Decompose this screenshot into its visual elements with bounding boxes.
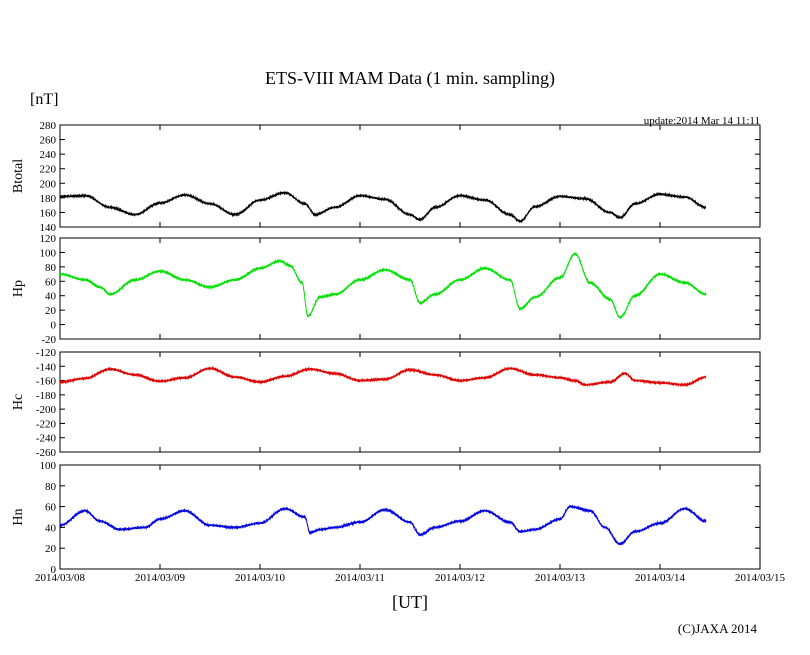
chart-title: ETS-VIII MAM Data (1 min. sampling) [265,68,555,89]
y-tick-label: 220 [40,164,57,176]
y-tick-label: -240 [36,433,57,445]
y-tick-label: 140 [40,222,57,234]
y-tick-label: 240 [40,149,57,161]
x-tick-label: 2014/03/09 [135,572,186,584]
y-tick-label: -200 [36,404,57,416]
y-tick-label: 0 [51,564,57,576]
y-tick-label: 40 [45,291,57,303]
x-tick-label: 2014/03/11 [335,572,385,584]
y-tick-label: 100 [40,460,57,472]
y-tick-label: 260 [40,135,57,147]
x-tick-label: 2014/03/14 [635,572,686,584]
y-tick-label: 60 [45,502,57,514]
unit-label: [nT] [30,91,58,108]
series-line-hn [59,504,707,546]
series-line-btotal [59,190,707,224]
y-tick-label: 0 [51,320,57,332]
y-tick-label: 160 [40,207,57,219]
update-label: update:2014 Mar 14 11:11 [644,115,760,127]
panel-frame [59,237,761,340]
x-tick-label: 2014/03/15 [735,572,786,584]
y-tick-label: 120 [40,233,57,245]
series-line-hp [59,251,707,320]
panel-label-hc: Hc [11,394,26,410]
y-tick-label: -220 [36,418,57,430]
y-tick-label: 180 [40,193,57,205]
y-tick-label: 280 [40,120,57,132]
series-line-hc [59,365,707,388]
panel-frame [59,124,761,228]
y-tick-label: 20 [45,543,57,555]
y-tick-label: 20 [45,305,57,317]
y-tick-label: -160 [36,376,57,388]
y-tick-label: 80 [45,481,57,493]
panel-label-btotal: Btotal [11,159,26,193]
y-tick-label: 200 [40,178,57,190]
panel-hc: -260 -240 -220 -200 -180 -160 -140 -120 Hc [11,347,761,459]
y-tick-label: -20 [41,334,56,346]
y-tick-label: -260 [36,447,57,459]
x-axis-label: [UT] [392,592,428,612]
y-tick-label: -120 [36,347,57,359]
x-tick-label: 2014/03/08 [35,572,86,584]
panel-label-hn: Hn [11,508,26,525]
y-tick-label: -180 [36,390,57,402]
panel-frame [59,464,761,570]
y-tick-label: 80 [45,262,57,274]
x-tick-label: 2014/03/10 [235,572,286,584]
panel-label-hp: Hp [11,280,26,297]
panel-hp: -20 0 20 40 60 80 100 120 Hp [11,233,761,346]
y-tick-label: 60 [45,276,57,288]
copyright-credit: (C)JAXA 2014 [678,621,758,636]
x-tick-label: 2014/03/12 [435,572,485,584]
panel-btotal: 140 160 180 200 220 240 260 280 Btotal [11,120,761,234]
x-tick-label: 2014/03/13 [535,572,586,584]
y-tick-label: -140 [36,361,57,373]
panel-frame [59,351,761,453]
y-tick-label: 100 [40,247,57,259]
panel-hn: 0 20 40 60 80 100 Hn [11,460,761,576]
y-tick-label: 40 [45,522,57,534]
